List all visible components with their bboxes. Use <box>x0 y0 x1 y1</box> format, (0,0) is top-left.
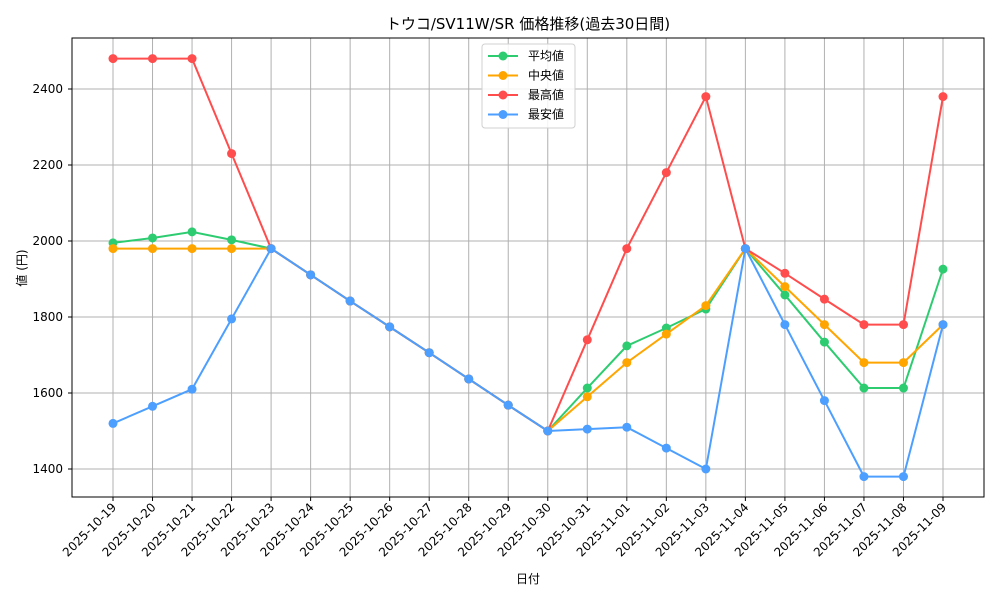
data-point <box>898 472 908 482</box>
data-point <box>859 320 869 330</box>
x-axis: 2025-10-192025-10-202025-10-212025-10-22… <box>60 497 949 559</box>
legend-marker-icon <box>498 110 508 119</box>
data-point <box>701 464 711 474</box>
series-layer <box>108 54 948 482</box>
data-point <box>780 268 790 278</box>
data-point <box>187 384 197 394</box>
data-point <box>543 426 553 436</box>
legend-marker-icon <box>498 51 508 61</box>
data-point <box>503 400 513 410</box>
grid-lines <box>72 38 984 497</box>
data-point <box>108 54 118 64</box>
legend-label: 最安値 <box>528 107 564 122</box>
series-line <box>112 230 944 433</box>
data-point <box>819 294 829 304</box>
legend-box <box>481 43 576 129</box>
data-point <box>187 54 197 64</box>
series-line <box>113 247 944 433</box>
legend-marker-icon <box>498 90 508 100</box>
data-point <box>464 374 474 384</box>
data-point <box>701 92 711 102</box>
data-point <box>306 270 316 280</box>
data-point <box>859 383 869 393</box>
data-point <box>622 244 632 254</box>
y-tick-label: 1400 <box>32 462 63 476</box>
data-point <box>345 296 355 306</box>
y-axis: 1400 1600 1800 2000 2200 2400 <box>32 82 72 476</box>
data-point <box>622 341 632 351</box>
data-point <box>227 149 237 159</box>
data-point <box>148 244 158 254</box>
y-tick-label: 1800 <box>32 310 63 324</box>
data-point <box>622 358 632 368</box>
data-point <box>582 335 592 345</box>
data-point <box>780 282 790 292</box>
data-point <box>859 472 869 482</box>
data-point <box>780 290 790 300</box>
y-tick-label: 2000 <box>32 234 63 248</box>
y-tick-label: 2200 <box>32 158 63 172</box>
data-point <box>859 358 869 368</box>
legend-label: 平均値 <box>528 48 564 63</box>
y-tick-label: 2400 <box>32 82 63 96</box>
data-point <box>898 383 908 393</box>
data-point <box>740 244 750 254</box>
series-line <box>112 245 944 478</box>
data-point <box>661 168 671 178</box>
legend-marker-icon <box>498 71 508 80</box>
data-point <box>582 383 592 393</box>
data-point <box>938 92 948 102</box>
data-point <box>701 301 711 311</box>
series-0 <box>108 227 948 436</box>
data-point <box>661 329 671 339</box>
data-point <box>385 322 395 332</box>
data-point <box>819 337 829 347</box>
data-point <box>227 235 237 245</box>
data-point <box>582 424 592 434</box>
plot-area-frame <box>71 37 985 498</box>
legend-label: 最高値 <box>528 87 564 102</box>
series-3 <box>108 244 948 482</box>
data-point <box>148 233 158 243</box>
data-point <box>819 396 829 406</box>
data-point <box>266 244 276 254</box>
data-point <box>582 392 592 402</box>
data-point <box>148 401 158 411</box>
data-point <box>108 244 118 254</box>
chart-title: トウコ/SV11W/SR 価格推移(過去30日間) <box>386 15 670 33</box>
data-point <box>187 227 197 237</box>
data-point <box>187 244 197 254</box>
data-point <box>938 264 948 274</box>
y-tick-label: 1600 <box>32 386 63 400</box>
data-point <box>898 320 908 330</box>
data-point <box>227 244 237 254</box>
data-point <box>424 348 434 358</box>
data-point <box>227 314 237 324</box>
data-point <box>780 320 790 330</box>
data-point <box>622 422 632 432</box>
data-point <box>108 418 118 428</box>
y-axis-label: 値 (円) <box>14 249 29 286</box>
data-point <box>148 54 158 64</box>
legend-label: 中央値 <box>528 68 564 83</box>
x-axis-label: 日付 <box>516 572 540 586</box>
data-point <box>898 358 908 368</box>
data-point <box>661 443 671 453</box>
data-point <box>938 320 948 330</box>
data-point <box>819 320 829 330</box>
